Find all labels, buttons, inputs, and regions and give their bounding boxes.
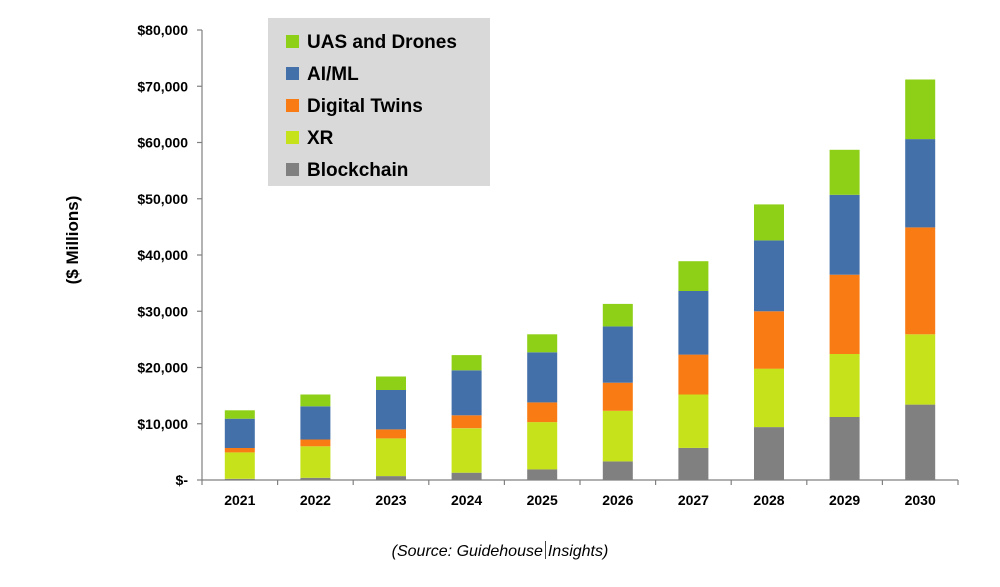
bar-ai-ml-2027 [678, 291, 709, 355]
bar-xr-2021 [224, 452, 255, 479]
y-tick-labels: $- $10,000 $20,000 $30,000 $40,000 $50,000 $60… [137, 22, 188, 488]
bar-blockchain-2023 [376, 476, 406, 480]
bar-uas-and-drones-2026 [602, 303, 633, 327]
y-axis-title: ($ Millions) [63, 196, 82, 285]
x-tick-label: 2023 [375, 492, 406, 508]
source-note: (Source: Guidehouse Insights) [0, 541, 1000, 561]
bar-ai-ml-2022 [300, 406, 331, 440]
bar-xr-2027 [678, 394, 709, 448]
legend-swatch-blockchain [286, 163, 299, 176]
legend-swatch-xr [286, 131, 299, 144]
bar-ai-ml-2029 [829, 194, 860, 275]
bar-xr-2024 [451, 428, 482, 473]
legend: UAS and Drones AI/ML Digital Twins XR Blockc… [268, 18, 490, 186]
bar-uas-and-drones-2022 [300, 394, 331, 407]
bar-xr-2026 [602, 410, 633, 462]
bar-digital-twins-2025 [527, 402, 558, 423]
legend-label-blockchain: Blockchain [307, 160, 408, 181]
bar-ai-ml-2023 [376, 390, 406, 430]
bar-xr-2025 [527, 422, 558, 470]
bar-digital-twins-2030 [905, 227, 936, 335]
bar-digital-twins-2027 [678, 354, 709, 395]
legend-label-ai-ml: AI/ML [307, 64, 359, 85]
bar-blockchain-2030 [905, 404, 936, 480]
bar-ai-ml-2030 [905, 139, 936, 228]
source-prefix: (Source: Guidehouse [391, 543, 543, 560]
bar-uas-and-drones-2021 [224, 410, 255, 419]
x-tick-label: 2022 [300, 492, 331, 508]
bar-blockchain-2024 [451, 472, 482, 480]
x-tick-label: 2027 [678, 492, 709, 508]
bar-xr-2028 [754, 368, 784, 428]
y-tick-label: $10,000 [137, 416, 188, 432]
bar-ai-ml-2024 [451, 370, 482, 416]
stacked-bar-chart: $- $10,000 $20,000 $30,000 $40,000 $50,000 $60… [63, 18, 959, 508]
bar-ai-ml-2028 [754, 240, 784, 312]
axes-layer [197, 29, 959, 485]
bar-digital-twins-2021 [224, 447, 255, 453]
bar-digital-twins-2022 [300, 439, 331, 447]
bar-xr-2023 [376, 438, 406, 477]
bar-blockchain-2022 [300, 477, 331, 481]
bar-digital-twins-2026 [602, 382, 633, 411]
bar-uas-and-drones-2027 [678, 261, 709, 291]
legend-label-digital-twins: Digital Twins [307, 96, 423, 117]
legend-label-xr: XR [307, 128, 334, 149]
x-tick-label: 2029 [829, 492, 860, 508]
y-tick-label: $40,000 [137, 247, 188, 263]
legend-swatch-ai-ml [286, 67, 299, 80]
bar-blockchain-2027 [678, 447, 709, 480]
source-suffix: Insights) [547, 543, 609, 560]
x-tick-label: 2028 [753, 492, 784, 508]
bar-ai-ml-2025 [527, 352, 558, 403]
legend-swatch-digital-twins [286, 99, 299, 112]
y-tick-label: $20,000 [137, 360, 188, 376]
x-tick-label: 2026 [602, 492, 633, 508]
bar-uas-and-drones-2028 [754, 204, 784, 241]
legend-background [268, 18, 490, 186]
bar-xr-2029 [829, 354, 860, 417]
bar-uas-and-drones-2029 [829, 149, 860, 195]
bar-digital-twins-2023 [376, 429, 406, 439]
source-separator [544, 541, 546, 559]
bar-digital-twins-2028 [754, 311, 784, 369]
bar-uas-and-drones-2024 [451, 355, 482, 371]
bar-blockchain-2025 [527, 469, 558, 480]
y-tick-label: $50,000 [137, 191, 188, 207]
bar-uas-and-drones-2025 [527, 334, 558, 353]
bar-ai-ml-2026 [602, 326, 633, 383]
bar-blockchain-2029 [829, 417, 860, 480]
bar-xr-2030 [905, 334, 936, 405]
bar-digital-twins-2029 [829, 274, 860, 354]
bar-blockchain-2026 [602, 461, 633, 480]
y-tick-label: $80,000 [137, 22, 188, 38]
y-tick-label: $60,000 [137, 135, 188, 151]
x-tick-label: 2030 [905, 492, 936, 508]
legend-swatch-uas-and-drones [286, 35, 299, 48]
bar-blockchain-2028 [754, 427, 784, 480]
bar-ai-ml-2021 [224, 418, 255, 448]
x-tick-label: 2025 [527, 492, 558, 508]
y-tick-label: $- [176, 472, 189, 488]
x-tick-label: 2024 [451, 492, 482, 508]
bars-layer [224, 79, 936, 481]
x-tick-labels: 2021 2022 2023 2024 2025 2026 2027 2028 2029 2030 [224, 492, 936, 508]
legend-label-uas-and-drones: UAS and Drones [307, 32, 457, 53]
bar-uas-and-drones-2030 [905, 79, 936, 140]
x-tick-label: 2021 [224, 492, 255, 508]
bar-digital-twins-2024 [451, 415, 482, 429]
bar-xr-2022 [300, 446, 331, 478]
bar-uas-and-drones-2023 [376, 376, 406, 390]
y-tick-label: $70,000 [137, 78, 188, 94]
y-tick-label: $30,000 [137, 303, 188, 319]
